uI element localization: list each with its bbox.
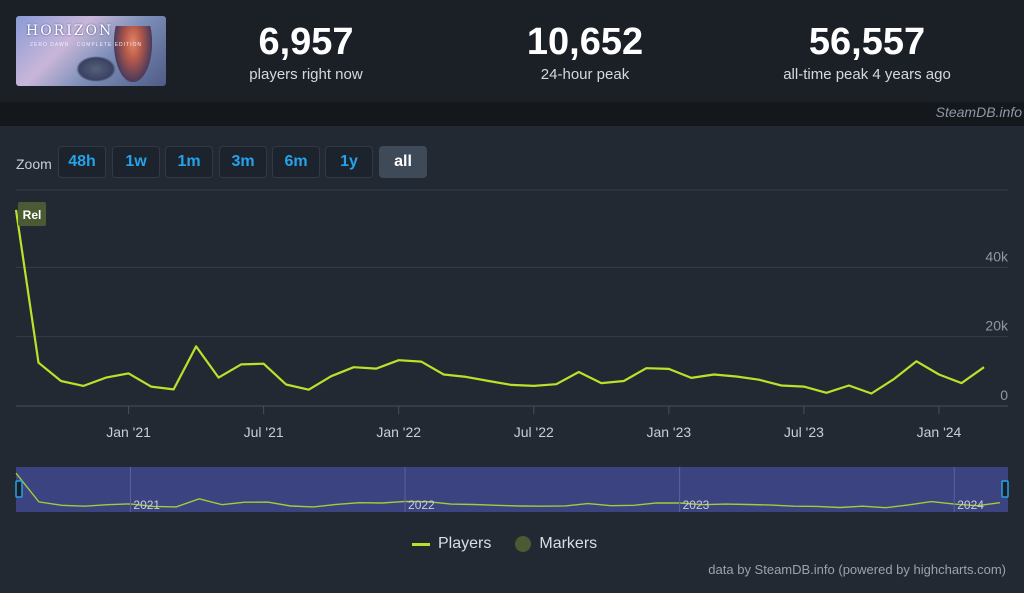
zoom-label: Zoom [16,156,52,172]
players-series-line[interactable] [14,209,985,395]
y-axis-ticks: 0 20k 40k [985,248,1009,403]
navigator[interactable]: 2021 2022 2023 2024 [15,467,1009,512]
machine-creature [76,56,116,82]
stat-label: 24-hour peak [540,66,630,83]
chart-panel [0,126,1024,593]
x-tick-label: Jan '24 [917,424,962,440]
aloy-figure [114,26,152,82]
grid-lines [16,189,1008,407]
navigator-year-label: 2023 [683,498,710,512]
y-tick-label: 20k [985,318,1009,334]
marker-label: Rel [23,208,42,222]
header-divider [0,102,1024,126]
x-tick-label: Jan '22 [376,424,421,440]
event-markers[interactable]: Rel [18,202,46,226]
x-tick-label: Jul '23 [784,424,824,440]
steamdb-watermark: SteamDB.info [935,104,1022,120]
stat-players-now: 6,957 players right now [226,22,386,84]
stat-24h-peak: 10,652 24-hour peak [505,22,665,84]
release-marker[interactable]: Rel [18,202,46,226]
chart-legend: Players Markers [412,534,621,554]
navigator-year-label: 2021 [133,498,160,512]
game-logo-text: HORIZON [26,23,114,39]
zoom-button-6m[interactable]: 6m [272,146,320,178]
navigator-year-label: 2022 [408,498,435,512]
zoom-button-3m[interactable]: 3m [219,146,267,178]
stat-label: players right now [249,66,363,83]
zoom-button-1y[interactable]: 1y [325,146,373,178]
x-tick-label: Jul '22 [514,424,554,440]
zoom-button-1w[interactable]: 1w [112,146,160,178]
y-tick-label: 0 [1000,387,1008,403]
stats-header: HORIZON ZERO DAWN · COMPLETE EDITION 6,9… [0,0,1024,102]
navigator-right-handle[interactable] [1001,480,1009,498]
zoom-button-1m[interactable]: 1m [165,146,213,178]
stat-label: all-time peak 4 years ago [783,66,951,83]
legend-item-markers[interactable]: Markers [515,535,597,553]
zoom-button-48h[interactable]: 48h [58,146,106,178]
legend-item-players[interactable]: Players [412,535,491,553]
x-tick-label: Jul '21 [244,424,284,440]
stat-value: 10,652 [526,21,644,63]
x-axis-ticks: Jan '21 Jul '21 Jan '22 Jul '22 Jan '23 Jul '… [106,406,962,440]
zoom-button-all[interactable]: all [379,146,427,178]
x-tick-label: Jan '21 [106,424,151,440]
markers-dot-icon [515,536,532,552]
navigator-left-handle[interactable] [15,480,23,498]
game-logo-subtitle: ZERO DAWN · COMPLETE EDITION [30,42,142,48]
chart-credits[interactable]: data by SteamDB.info (powered by highcha… [708,562,1006,577]
navigator-series-line [15,472,1001,509]
y-tick-label: 40k [985,248,1009,264]
legend-label: Markers [539,535,598,552]
stat-all-time-peak: 56,557 all-time peak 4 years ago [757,22,977,84]
x-tick-label: Jan '23 [646,424,691,440]
stat-value: 6,957 [258,21,354,63]
stat-value: 56,557 [808,21,926,63]
marker-flag [18,202,46,226]
navigator-year-label: 2024 [957,498,984,512]
game-capsule-image[interactable]: HORIZON ZERO DAWN · COMPLETE EDITION [16,16,166,86]
legend-label: Players [438,535,492,552]
players-line-icon [412,542,430,546]
